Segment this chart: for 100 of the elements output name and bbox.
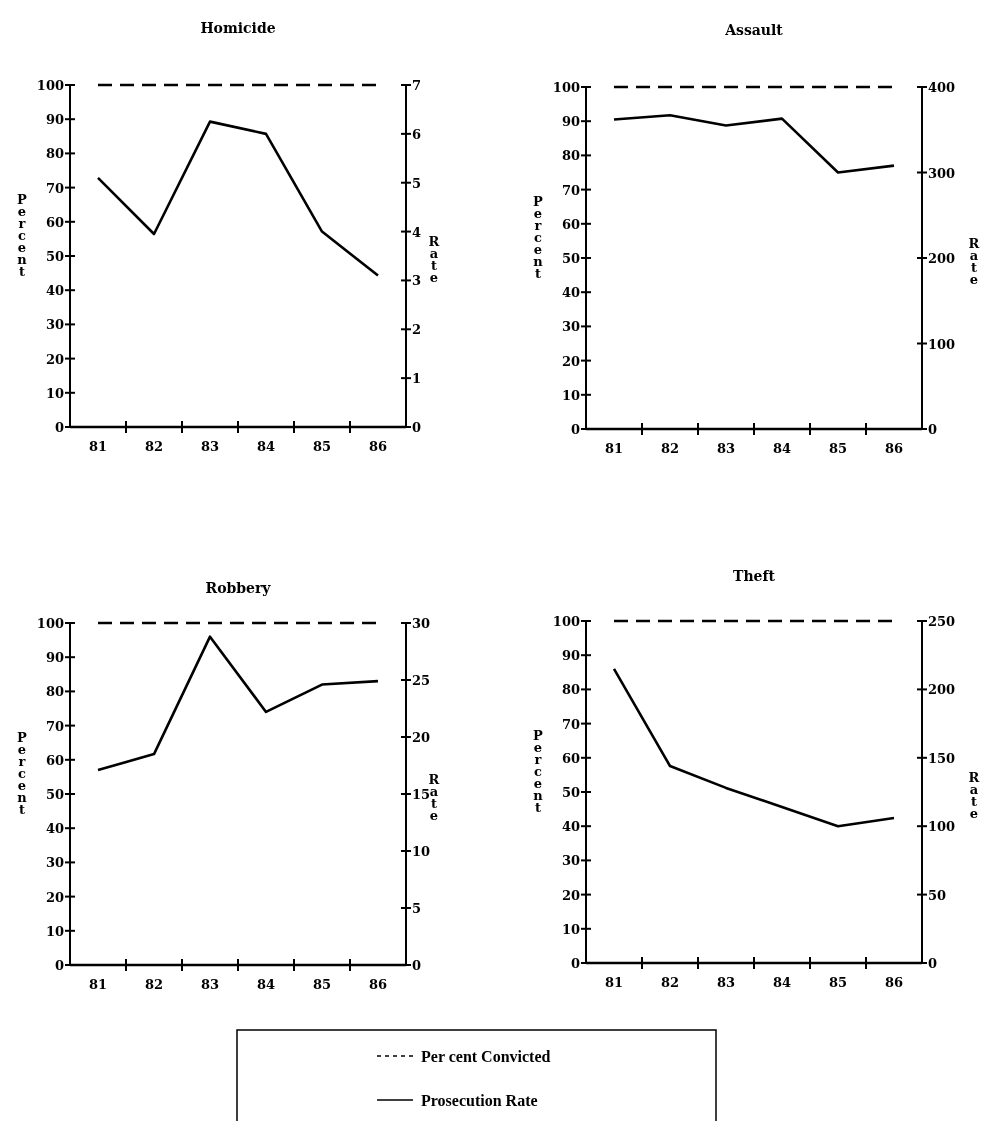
y2-tick-label: 400: [928, 80, 956, 95]
y-tick-label: 40: [561, 285, 580, 301]
y-tick-label: 50: [45, 787, 64, 802]
x-tick-label: 83: [716, 441, 736, 456]
y-tick-label: 90: [45, 112, 64, 128]
y-tick-label: 70: [45, 180, 64, 196]
y2-tick-label: 5: [412, 901, 422, 916]
y2-tick-label: 0: [928, 422, 938, 437]
y-axis-title: Percent: [17, 192, 28, 279]
y-tick-label: 40: [45, 821, 64, 837]
y-tick-label: 50: [561, 251, 580, 266]
y-tick-label: 90: [561, 114, 580, 130]
x-tick-label: 84: [256, 977, 276, 992]
y-tick-label: 70: [561, 716, 580, 732]
y2-tick-label: 0: [412, 420, 422, 435]
y2-tick-label: 20: [412, 730, 431, 745]
y2-tick-label: 250: [928, 614, 956, 629]
x-tick-label: 82: [660, 441, 680, 456]
y-tick-label: 20: [561, 353, 580, 369]
x-tick-label: 81: [88, 977, 108, 992]
y2-tick-label: 2: [412, 322, 422, 338]
x-tick-label: 85: [828, 975, 848, 990]
legend-label: Per cent Convicted: [421, 1048, 551, 1065]
y-axis-title: Percent: [533, 728, 544, 815]
x-tick-label: 85: [312, 977, 332, 992]
line-series: [612, 113, 896, 174]
y2-tick-label: 300: [928, 165, 956, 181]
y-tick-label: 60: [45, 214, 64, 230]
y-tick-label: 20: [45, 889, 64, 905]
line-series: [96, 635, 380, 772]
y2-tick-label: 200: [928, 682, 956, 698]
y2-tick-label: 100: [928, 819, 956, 835]
y-tick-label: 10: [45, 385, 64, 401]
y-tick-label: 60: [561, 216, 580, 232]
x-tick-label: 83: [200, 439, 220, 454]
y-tick-label: 20: [45, 351, 64, 367]
y-tick-label: 100: [552, 614, 580, 629]
y-tick-label: 0: [570, 422, 580, 437]
x-tick-label: 86: [368, 439, 388, 454]
y-tick-label: 30: [45, 855, 64, 871]
x-tick-label: 81: [604, 441, 624, 456]
chart-title: Robbery: [205, 580, 272, 596]
y-tick-label: 60: [561, 750, 580, 766]
x-tick-label: 86: [884, 441, 904, 456]
x-tick-label: 83: [716, 975, 736, 990]
y-tick-label: 90: [561, 648, 580, 664]
y2-tick-label: 4: [412, 224, 422, 240]
y2-tick-label: 15: [412, 787, 431, 802]
y2-axis-title: Rate: [968, 770, 980, 821]
y-tick-label: 80: [45, 146, 64, 162]
y2-tick-label: 1: [412, 371, 422, 387]
y-tick-label: 50: [45, 249, 64, 264]
y-tick-label: 40: [561, 819, 580, 835]
y2-axis-title: Rate: [428, 772, 440, 823]
y-tick-label: 80: [561, 148, 580, 164]
x-tick-label: 82: [144, 977, 164, 992]
y-tick-label: 10: [45, 923, 64, 939]
y2-tick-label: 0: [412, 958, 422, 973]
y-tick-label: 40: [45, 283, 64, 299]
y-tick-label: 80: [45, 684, 64, 700]
y-tick-label: 30: [561, 853, 580, 869]
x-tick-label: 85: [312, 439, 332, 454]
x-tick-label: 82: [660, 975, 680, 990]
x-tick-label: 86: [884, 975, 904, 990]
y-tick-label: 80: [561, 682, 580, 698]
x-tick-label: 85: [828, 441, 848, 456]
y-axis-title: Percent: [17, 730, 28, 817]
chart-title: Assault: [724, 22, 784, 38]
x-tick-label: 83: [200, 977, 220, 992]
y2-tick-label: 150: [928, 750, 956, 766]
y-tick-label: 60: [45, 752, 64, 768]
y2-tick-label: 6: [412, 126, 422, 142]
y-tick-label: 100: [36, 616, 64, 631]
y2-tick-label: 7: [412, 78, 422, 93]
y-tick-label: 10: [561, 387, 580, 403]
x-tick-label: 81: [604, 975, 624, 990]
x-tick-label: 81: [88, 439, 108, 454]
y2-axis-title: Rate: [968, 236, 980, 287]
y2-tick-label: 50: [928, 887, 947, 903]
y2-tick-label: 200: [928, 251, 956, 266]
y2-tick-label: 30: [412, 616, 431, 631]
y-tick-label: 20: [561, 887, 580, 903]
line-series: [612, 667, 896, 828]
y-tick-label: 0: [570, 956, 580, 971]
legend-label: Prosecution Rate: [421, 1092, 538, 1109]
x-tick-label: 84: [772, 441, 792, 456]
y-tick-label: 30: [45, 317, 64, 333]
chart-title: Theft: [733, 568, 776, 584]
y2-axis-title: Rate: [428, 234, 440, 285]
x-tick-label: 84: [772, 975, 792, 990]
y2-tick-label: 25: [412, 673, 431, 688]
y-tick-label: 10: [561, 921, 580, 937]
y-tick-label: 90: [45, 650, 64, 666]
y-axis-title: Percent: [533, 194, 544, 281]
y2-tick-label: 3: [412, 273, 422, 289]
y2-tick-label: 100: [928, 336, 956, 352]
y2-tick-label: 10: [412, 844, 431, 859]
chart-title: Homicide: [200, 20, 276, 36]
y-tick-label: 70: [45, 718, 64, 734]
y-tick-label: 100: [552, 80, 580, 95]
